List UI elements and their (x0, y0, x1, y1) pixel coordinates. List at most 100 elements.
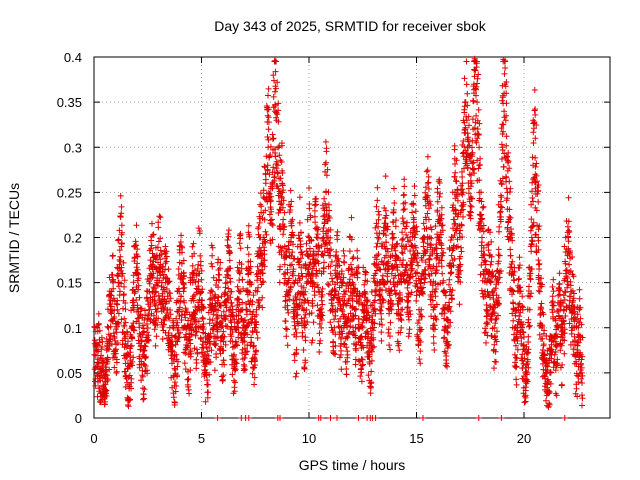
data-point (282, 325, 289, 332)
data-point (159, 336, 166, 342)
data-point (411, 183, 418, 190)
data-point (233, 341, 240, 348)
data-point (166, 278, 173, 285)
data-point (276, 152, 283, 159)
data-point (386, 342, 393, 349)
data-point (210, 311, 217, 318)
data-point (343, 366, 350, 372)
data-point (525, 333, 532, 340)
data-point (536, 266, 543, 272)
data-point (439, 270, 446, 277)
data-point (507, 246, 514, 253)
data-point (257, 201, 264, 208)
data-point (184, 344, 191, 351)
data-point (474, 99, 481, 106)
data-point (287, 187, 294, 194)
data-point (225, 285, 232, 292)
data-point (389, 235, 396, 242)
data-point (101, 401, 108, 408)
data-point (136, 364, 143, 371)
data-point (267, 152, 274, 158)
data-point (251, 342, 257, 349)
data-point (220, 372, 227, 379)
data-point (293, 370, 300, 377)
data-point (290, 241, 296, 248)
data-point (317, 337, 324, 344)
data-point (129, 334, 136, 341)
data-point (200, 321, 207, 327)
data-point (305, 299, 312, 306)
data-point (374, 197, 381, 204)
data-point (236, 240, 243, 247)
data-point (242, 366, 249, 373)
data-point (372, 224, 379, 231)
data-point (281, 261, 288, 268)
data-point (132, 242, 139, 249)
y-tick-label: 0.3 (64, 140, 82, 155)
data-point (319, 291, 326, 298)
data-point (135, 282, 142, 289)
data-point (226, 250, 233, 257)
data-point (307, 214, 314, 221)
data-point (399, 306, 406, 313)
data-point (558, 382, 565, 389)
data-point (142, 343, 149, 350)
data-point (468, 203, 475, 210)
data-point (232, 366, 239, 373)
data-point (180, 257, 187, 264)
data-point (375, 251, 382, 258)
data-point (228, 288, 235, 295)
data-point (153, 288, 160, 295)
data-point (314, 235, 321, 241)
data-point (325, 201, 332, 208)
data-point (176, 304, 183, 311)
data-point (167, 295, 174, 302)
data-point (332, 351, 339, 358)
data-point (353, 347, 359, 354)
data-point (181, 284, 188, 291)
data-point (248, 281, 255, 288)
data-point (149, 250, 156, 257)
data-point (206, 316, 213, 323)
data-point (95, 310, 102, 317)
data-point (295, 320, 302, 327)
data-point (178, 317, 185, 323)
data-point (316, 340, 323, 347)
data-point (255, 224, 262, 230)
data-point (321, 220, 328, 227)
data-point (400, 207, 407, 213)
data-point (510, 317, 517, 324)
data-point (410, 200, 417, 207)
data-point (193, 356, 200, 363)
data-point (229, 303, 236, 310)
data-point (475, 415, 482, 421)
data-point (381, 205, 388, 211)
data-point (262, 176, 269, 183)
data-point (260, 187, 267, 194)
data-point (219, 376, 226, 383)
data-point (247, 269, 254, 276)
data-point (229, 371, 236, 378)
data-point (117, 288, 123, 295)
data-point (263, 103, 270, 109)
data-point (308, 339, 315, 346)
data-point (267, 143, 274, 150)
data-point (246, 289, 253, 296)
data-point (301, 318, 308, 324)
data-point (323, 159, 329, 166)
data-point (153, 333, 160, 340)
data-point (251, 356, 258, 363)
data-point (179, 244, 186, 251)
data-point (327, 263, 334, 270)
data-point (220, 308, 227, 315)
data-point (293, 296, 300, 303)
data-point (187, 340, 194, 347)
data-point (202, 351, 209, 358)
x-axis: 0 5 10 15 20 (90, 57, 531, 446)
data-point (205, 381, 211, 388)
data-point (467, 208, 474, 215)
data-point (134, 260, 141, 267)
data-point (91, 351, 98, 358)
data-point (213, 354, 220, 361)
data-point (432, 288, 439, 295)
